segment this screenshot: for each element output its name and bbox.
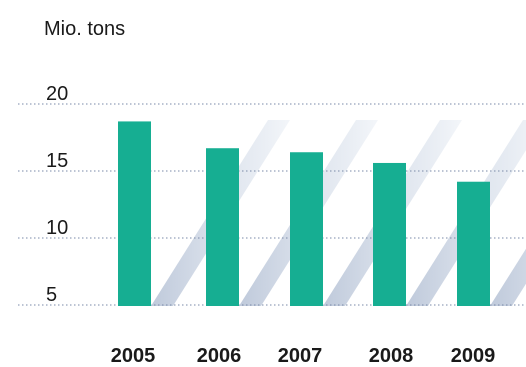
x-axis-labels: 2005 2006 2007 2008 2009 (111, 345, 496, 367)
y-tick-label: 20 (46, 83, 68, 105)
y-tick-label: 10 (46, 217, 68, 239)
gridlines (18, 103, 526, 306)
bars (118, 121, 490, 306)
x-tick-label: 2007 (278, 345, 323, 367)
y-tick-label: 5 (46, 284, 57, 306)
x-tick-label: 2006 (197, 345, 242, 367)
bar-2008 (373, 162, 406, 306)
bar-2007 (290, 152, 323, 306)
bar-2005 (118, 121, 151, 306)
bar-2006 (206, 148, 239, 306)
x-tick-label: 2005 (111, 345, 156, 367)
y-tick-label: 15 (46, 150, 68, 172)
unit-label: Mio. tons (44, 18, 126, 40)
y-axis-ticks: 5 10 15 20 (46, 83, 68, 306)
decorative-stripe (490, 248, 526, 306)
x-tick-label: 2009 (451, 345, 496, 367)
bar-2009 (457, 181, 490, 306)
x-tick-label: 2008 (369, 345, 414, 367)
